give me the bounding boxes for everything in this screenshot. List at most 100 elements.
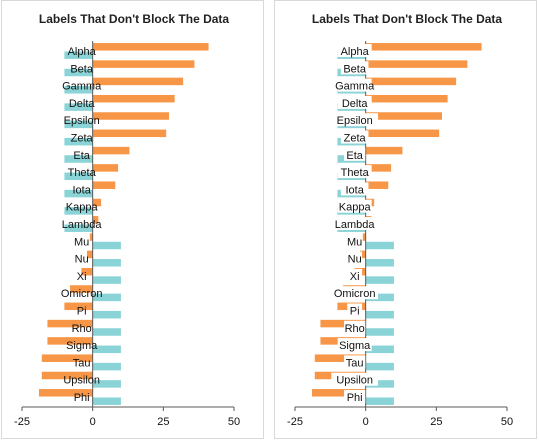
- category-label-theta: Theta: [68, 167, 97, 179]
- category-label-omicron: Omicron: [334, 288, 376, 300]
- chart-title: Labels That Don't Block The Data: [39, 12, 230, 26]
- label-background: [337, 338, 372, 352]
- category-label-alpha: Alpha: [341, 46, 370, 58]
- category-label-kappa: Kappa: [339, 202, 372, 214]
- category-label-zeta: Zeta: [71, 133, 94, 145]
- x-tick-label: 50: [501, 416, 513, 428]
- chart-panel-left: Labels That Don't Block The Data Alpha Bet…: [1, 0, 264, 439]
- label-background: [344, 355, 366, 369]
- x-tick-label: 0: [363, 416, 369, 428]
- bar-teal-rho: [92, 328, 121, 336]
- bar-teal-epsilon: [64, 120, 93, 129]
- bar-orange-epsilon: [92, 112, 169, 120]
- label-background: [344, 320, 366, 334]
- category-label-eta: Eta: [73, 150, 90, 162]
- category-label-sigma: Sigma: [339, 340, 371, 352]
- bar-teal-theta: [64, 172, 93, 181]
- bar-orange-delta: [92, 94, 175, 103]
- category-label-zeta: Zeta: [344, 133, 367, 145]
- bar-orange-iota: [365, 181, 389, 189]
- category-label-sigma: Sigma: [66, 340, 98, 352]
- chart-left: Labels That Don't Block The Data Alpha Bet…: [14, 12, 240, 428]
- bar-orange-lambda: [92, 216, 99, 224]
- category-label-upsilon: Upsilon: [63, 375, 100, 387]
- bar-teal-tau: [365, 362, 394, 371]
- bar-orange-beta: [365, 60, 468, 68]
- bar-teal-omicron: [365, 293, 394, 302]
- bar-teal-mu: [92, 241, 121, 250]
- chart-right: Labels That Don't Block The Data Alpha Bet…: [287, 12, 513, 428]
- bar-teal-phi: [92, 397, 121, 405]
- bar-orange-tau: [314, 354, 366, 362]
- label-background: [331, 113, 379, 127]
- bar-orange-phi: [38, 389, 93, 397]
- label-background: [347, 303, 363, 317]
- x-tick-label: 50: [228, 416, 240, 428]
- label-background: [347, 268, 363, 282]
- bar-orange-omicron: [70, 285, 93, 293]
- category-label-mu: Mu: [347, 236, 362, 248]
- category-label-delta: Delta: [69, 98, 96, 110]
- bar-orange-theta: [365, 164, 392, 172]
- bar-orange-sigma: [47, 337, 93, 345]
- bar-orange-delta: [365, 94, 448, 103]
- label-background: [337, 44, 372, 57]
- bar-orange-tau: [41, 354, 93, 362]
- bar-orange-phi: [311, 389, 366, 397]
- category-label-delta: Delta: [342, 98, 369, 110]
- label-background: [337, 165, 372, 179]
- bar-teal-mu: [365, 241, 394, 250]
- bar-orange-mu: [89, 233, 93, 241]
- bar-teal-pi: [365, 310, 394, 319]
- bar-orange-gamma: [92, 77, 184, 86]
- label-background: [334, 217, 375, 230]
- bar-teal-phi: [365, 397, 394, 405]
- category-label-rho: Rho: [72, 323, 92, 335]
- label-background: [347, 251, 363, 265]
- category-label-xi: Xi: [350, 271, 360, 283]
- category-label-gamma: Gamma: [335, 81, 375, 93]
- chart-panel-right: Labels That Don't Block The Data Alpha Bet…: [274, 0, 537, 439]
- bar-orange-rho: [47, 319, 93, 328]
- bar-teal-xi: [92, 276, 121, 284]
- bar-teal-iota: [64, 189, 93, 198]
- bar-teal-xi: [365, 276, 394, 284]
- bar-teal-nu: [365, 259, 394, 267]
- bar-teal-lambda: [64, 224, 93, 232]
- category-label-upsilon: Upsilon: [336, 375, 373, 387]
- label-background: [344, 390, 366, 403]
- bar-teal-eta: [64, 155, 93, 163]
- label-background: [331, 286, 379, 300]
- bar-orange-zeta: [92, 129, 167, 138]
- bar-orange-iota: [92, 181, 116, 189]
- bar-teal-upsilon: [92, 380, 121, 388]
- x-tick-label: 25: [430, 416, 442, 428]
- category-label-pi: Pi: [350, 306, 360, 318]
- bar-orange-upsilon: [41, 371, 93, 380]
- bar-teal-beta: [64, 68, 93, 77]
- label-background: [331, 372, 379, 386]
- bar-orange-nu: [360, 250, 366, 259]
- category-label-tau: Tau: [346, 357, 364, 369]
- bar-orange-kappa: [92, 198, 102, 207]
- bar-orange-beta: [92, 60, 195, 68]
- category-label-phi: Phi: [347, 392, 363, 404]
- label-background: [340, 182, 369, 196]
- category-label-epsilon: Epsilon: [64, 115, 100, 127]
- bar-orange-nu: [87, 250, 93, 259]
- category-label-tau: Tau: [73, 357, 91, 369]
- category-label-beta: Beta: [70, 63, 94, 75]
- bar-teal-gamma: [64, 86, 93, 94]
- category-label-eta: Eta: [346, 150, 363, 162]
- label-background: [344, 147, 366, 161]
- bar-teal-rho: [365, 328, 394, 336]
- x-tick-label: 25: [157, 416, 169, 428]
- category-label-epsilon: Epsilon: [337, 115, 373, 127]
- category-label-pi: Pi: [77, 306, 87, 318]
- category-label-nu: Nu: [348, 254, 362, 266]
- label-background: [340, 61, 369, 75]
- category-label-kappa: Kappa: [66, 202, 99, 214]
- bar-teal-nu: [92, 259, 121, 267]
- category-label-phi: Phi: [74, 392, 90, 404]
- bar-orange-pi: [64, 302, 93, 311]
